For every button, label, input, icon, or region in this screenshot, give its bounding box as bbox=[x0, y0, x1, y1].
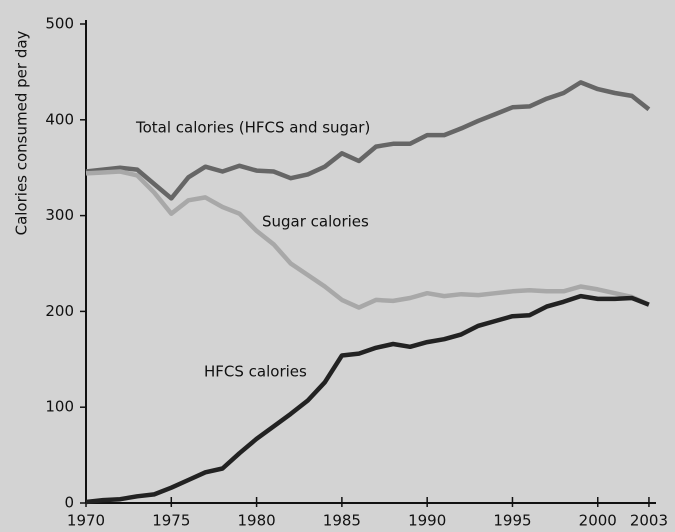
series-label: Total calories (HFCS and sugar) bbox=[135, 119, 370, 137]
x-tick-label: 2003 bbox=[630, 512, 668, 530]
x-tick-label: 1985 bbox=[323, 512, 361, 530]
y-tick-label: 500 bbox=[45, 15, 74, 33]
y-tick-label: 400 bbox=[45, 110, 74, 128]
x-tick-label: 1975 bbox=[152, 512, 190, 530]
x-tick-label: 1995 bbox=[493, 512, 531, 530]
x-tick-label: 2000 bbox=[579, 512, 617, 530]
y-tick-label: 200 bbox=[45, 302, 74, 320]
series-line bbox=[85, 169, 650, 310]
x-tick-label: 1980 bbox=[237, 512, 275, 530]
y-tick-label: 300 bbox=[45, 206, 74, 224]
y-tick-label: 0 bbox=[64, 494, 74, 512]
series-line bbox=[85, 293, 650, 505]
y-tick-label: 100 bbox=[45, 398, 74, 416]
series-label: Sugar calories bbox=[262, 213, 369, 231]
x-tick-label: 1990 bbox=[408, 512, 446, 530]
series-label: HFCS calories bbox=[204, 363, 307, 381]
x-tick-label: 1970 bbox=[67, 512, 105, 530]
series-line bbox=[85, 80, 651, 201]
y-axis-label: Calories consumed per day bbox=[13, 30, 31, 235]
